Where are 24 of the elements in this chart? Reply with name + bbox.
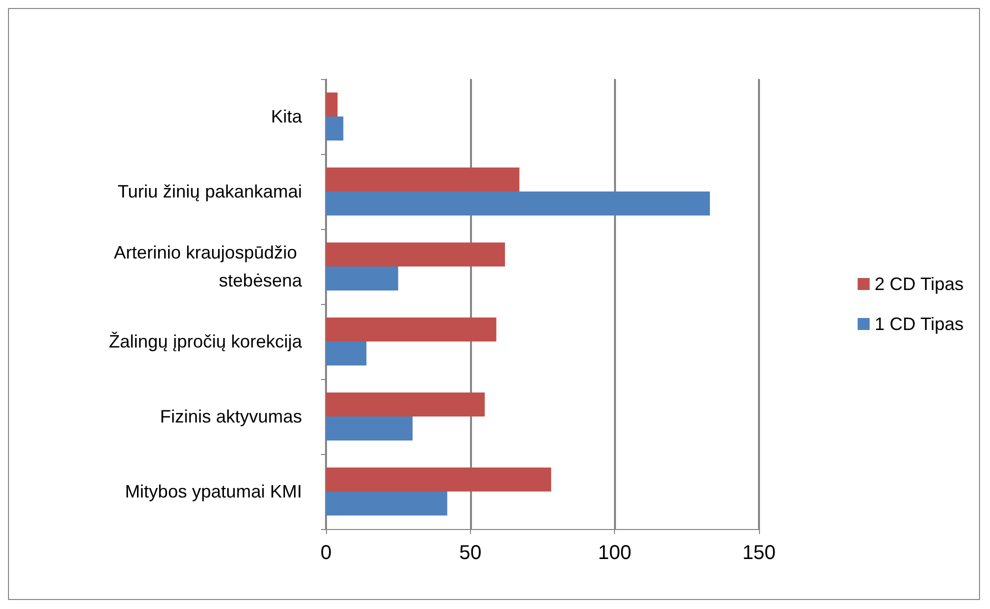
x-tick-label: 150: [742, 542, 776, 564]
x-tick-label: 50: [459, 542, 482, 564]
bar: [326, 92, 338, 116]
bar: [326, 168, 520, 192]
x-tick-label: 0: [320, 542, 332, 564]
bar: [326, 242, 505, 266]
bar: [326, 492, 448, 516]
y-tick-label: Žalingų įpročių korekcija: [108, 332, 303, 352]
y-tick-label: Arterinio kraujospūdžio stebėsena: [114, 242, 303, 290]
bar: [326, 468, 552, 492]
legend-label: 1 CD Tipas: [874, 314, 964, 334]
bar: [326, 342, 366, 366]
y-tick-label: Kita: [270, 106, 303, 126]
bar: [326, 318, 496, 342]
y-tick-label: Mitybos ypatumai KMI: [124, 482, 302, 502]
bar: [326, 116, 344, 140]
bar: [326, 192, 710, 216]
bar: [326, 392, 485, 416]
bar: [326, 416, 413, 440]
y-tick-label: Turiu žinių pakankamai: [118, 182, 302, 202]
legend-label: 2 CD Tipas: [874, 274, 964, 294]
bar: [326, 266, 398, 290]
x-tick-label: 100: [598, 542, 632, 564]
y-tick-label: Fizinis aktyvumas: [160, 406, 302, 426]
